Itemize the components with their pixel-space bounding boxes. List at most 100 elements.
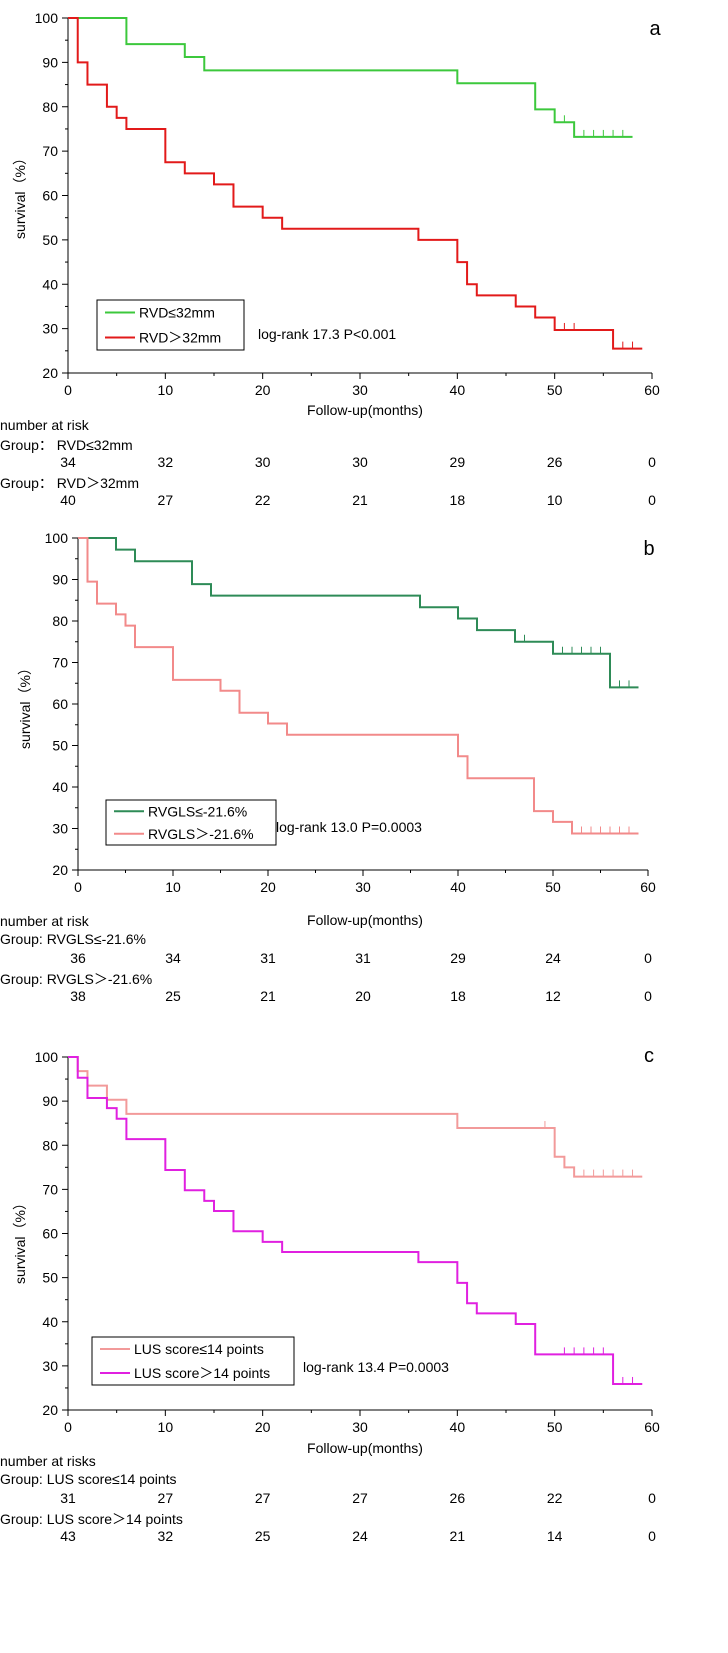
legend-box bbox=[105, 799, 277, 846]
risk-group-label-2: Group: RVGLS＞-21.6% bbox=[0, 971, 153, 987]
risk-count: 14 bbox=[546, 1528, 563, 1544]
y-tick-label: 30 bbox=[42, 321, 58, 337]
km-chart-a: 20 30 40 50 60 70 80 90 100 0 10 20 30 40 50 60 Follow-u… bbox=[12, 10, 661, 418]
risk-count: 0 bbox=[648, 1490, 656, 1506]
log-rank-annotation: log-rank 17.3 P<0.001 bbox=[258, 326, 396, 342]
survival-curve-2 bbox=[78, 537, 639, 835]
risk-count: 29 bbox=[450, 950, 466, 966]
risk-count: 0 bbox=[648, 1528, 656, 1544]
y-tick-label: 60 bbox=[52, 696, 68, 712]
legend-box bbox=[96, 299, 245, 351]
risk-count: 21 bbox=[260, 988, 276, 1004]
y-axis-title: survival（%） bbox=[12, 1196, 28, 1284]
y-tick-label: 70 bbox=[42, 1181, 58, 1197]
y-tick-label: 50 bbox=[52, 738, 68, 754]
x-tick-label: 60 bbox=[644, 1419, 660, 1435]
x-tick-label: 50 bbox=[547, 1419, 563, 1435]
km-chart-b: 20 30 40 50 60 70 80 90 100 0 10 20 30 40 50 60 Follow-u… bbox=[17, 530, 656, 928]
risk-group-label-1: Group: RVGLS≤-21.6% bbox=[0, 931, 146, 947]
risk-table-c: number at risks Group: LUS score≤14 point… bbox=[0, 1453, 728, 1553]
risk-group-label-1: Group： RVD≤32mm bbox=[0, 437, 133, 453]
y-tick-label: 100 bbox=[45, 530, 69, 546]
survival-curve-2 bbox=[68, 17, 643, 350]
legend-label-1: RVGLS≤-21.6% bbox=[148, 803, 247, 819]
risk-table-a: number at risk Group： RVD≤32mm 34 32 30 30 29 2… bbox=[0, 417, 728, 517]
legend-label-2: RVGLS＞-21.6% bbox=[148, 826, 254, 842]
risk-count: 22 bbox=[546, 1490, 563, 1506]
risk-count: 10 bbox=[546, 492, 563, 508]
y-tick-label: 80 bbox=[42, 99, 58, 115]
risk-group-label-2: Group： RVD＞32mm bbox=[0, 475, 140, 491]
risk-count: 32 bbox=[157, 454, 174, 470]
km-chart-c: 20 30 40 50 60 70 80 90 100 0 10 20 30 40 50 60 Follow-u… bbox=[12, 1045, 660, 1456]
x-axis-title: Follow-up(months) bbox=[307, 1440, 423, 1456]
risk-count: 34 bbox=[165, 950, 181, 966]
x-tick-label: 60 bbox=[644, 382, 660, 398]
risk-count: 21 bbox=[449, 1528, 466, 1544]
y-tick-label: 70 bbox=[52, 655, 68, 671]
y-tick-label: 70 bbox=[42, 143, 58, 159]
risk-count: 34 bbox=[60, 454, 76, 470]
y-tick-label: 50 bbox=[42, 1270, 58, 1286]
legend-label-2: LUS score＞14 points bbox=[134, 1365, 270, 1381]
risk-count: 43 bbox=[60, 1528, 76, 1544]
risk-count: 27 bbox=[157, 492, 174, 508]
risk-count: 30 bbox=[254, 454, 271, 470]
risk-count: 20 bbox=[355, 988, 371, 1004]
y-tick-label: 50 bbox=[42, 232, 58, 248]
y-tick-label: 90 bbox=[52, 572, 68, 588]
x-tick-label: 20 bbox=[260, 879, 276, 895]
log-rank-annotation: log-rank 13.0 P=0.0003 bbox=[276, 819, 422, 835]
x-axis-title: Follow-up(months) bbox=[307, 912, 423, 928]
risk-count: 27 bbox=[254, 1490, 271, 1506]
risk-count: 25 bbox=[165, 988, 181, 1004]
risk-count: 31 bbox=[60, 1490, 76, 1506]
y-tick-label: 20 bbox=[42, 365, 58, 381]
risk-group-label-2: Group: LUS score＞14 points bbox=[0, 1511, 183, 1527]
x-tick-label: 10 bbox=[158, 382, 174, 398]
x-tick-label: 30 bbox=[352, 1419, 368, 1435]
risk-group-label-1: Group: LUS score≤14 points bbox=[0, 1471, 177, 1487]
y-tick-label: 100 bbox=[35, 1049, 59, 1065]
risk-count: 21 bbox=[352, 492, 368, 508]
legend-label-1: LUS score≤14 points bbox=[134, 1341, 264, 1357]
risk-table-title: number at risk bbox=[0, 417, 89, 433]
risk-count: 0 bbox=[648, 492, 656, 508]
risk-table-title: number at risk bbox=[0, 913, 89, 929]
risk-count: 18 bbox=[449, 492, 466, 508]
risk-count: 0 bbox=[648, 454, 656, 470]
panel-label: b bbox=[643, 538, 654, 560]
y-tick-label: 20 bbox=[42, 1402, 58, 1418]
risk-count: 12 bbox=[545, 988, 561, 1004]
risk-count: 29 bbox=[449, 454, 466, 470]
risk-count: 18 bbox=[450, 988, 466, 1004]
y-axis-title: survival（%） bbox=[12, 151, 28, 239]
y-tick-label: 100 bbox=[35, 10, 59, 26]
x-tick-label: 60 bbox=[640, 879, 656, 895]
y-tick-label: 30 bbox=[52, 821, 68, 837]
risk-count: 40 bbox=[60, 492, 76, 508]
y-tick-label: 30 bbox=[42, 1358, 58, 1374]
y-tick-label: 40 bbox=[42, 276, 58, 292]
risk-count: 30 bbox=[352, 454, 368, 470]
risk-count: 27 bbox=[352, 1490, 368, 1506]
y-tick-label: 60 bbox=[42, 188, 58, 204]
risk-count: 32 bbox=[157, 1528, 174, 1544]
risk-count: 0 bbox=[644, 988, 652, 1004]
survival-curve-1 bbox=[78, 537, 639, 689]
y-axis-title: survival（%） bbox=[17, 661, 33, 749]
legend-label-2: RVD＞32mm bbox=[139, 330, 221, 346]
legend-label-1: RVD≤32mm bbox=[139, 305, 215, 321]
x-tick-label: 30 bbox=[352, 382, 368, 398]
x-tick-label: 0 bbox=[74, 879, 82, 895]
y-tick-label: 80 bbox=[52, 613, 68, 629]
risk-count: 26 bbox=[449, 1490, 466, 1506]
survival-curve-1 bbox=[68, 1056, 643, 1178]
risk-count: 0 bbox=[644, 950, 652, 966]
x-tick-label: 50 bbox=[547, 382, 563, 398]
x-tick-label: 30 bbox=[355, 879, 371, 895]
legend-box bbox=[91, 1336, 295, 1386]
risk-count: 26 bbox=[546, 454, 563, 470]
x-tick-label: 0 bbox=[64, 1419, 72, 1435]
y-tick-label: 90 bbox=[42, 1093, 58, 1109]
